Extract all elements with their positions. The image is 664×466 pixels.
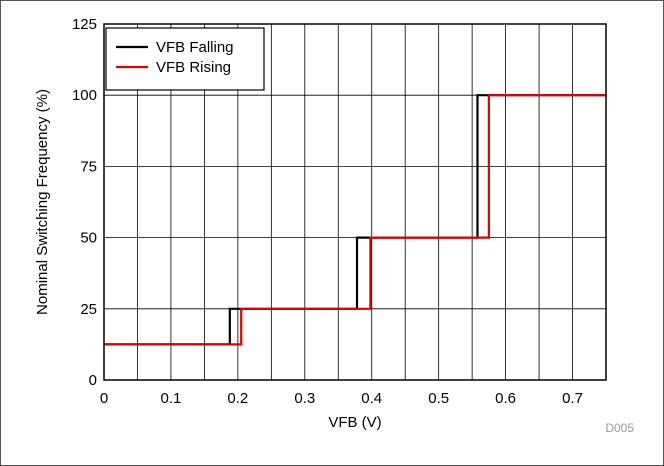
series-line-1 (104, 94, 606, 346)
y-tick-label: 0 (89, 372, 97, 389)
x-axis-title: VFB (V) (328, 414, 381, 431)
minor-gridlines (137, 24, 573, 380)
x-tick-labels: 0 0.1 0.2 0.3 0.4 0.5 0.6 0.7 (100, 390, 583, 407)
x-tick-label: 0.6 (495, 390, 516, 407)
y-tick-label: 25 (80, 301, 97, 318)
x-tick-label: 0.4 (361, 390, 382, 407)
y-axis-title: Nominal Switching Frequency (%) (34, 89, 51, 315)
y-tick-label: 100 (72, 87, 97, 104)
major-gridlines (104, 94, 606, 310)
legend: VFB Falling VFB Rising (105, 27, 265, 91)
y-tick-label: 125 (72, 16, 97, 33)
x-tick-label: 0 (100, 390, 108, 407)
legend-label: VFB Falling (156, 39, 234, 56)
x-tick-label: 0.3 (294, 390, 315, 407)
y-tick-label: 75 (80, 158, 97, 175)
x-tick-label: 0.1 (161, 390, 182, 407)
plot-border (103, 23, 607, 381)
y-tick-label: 50 (80, 230, 97, 247)
legend-box (105, 27, 265, 91)
x-tick-label: 0.2 (227, 390, 248, 407)
figure-id: D005 (605, 421, 634, 435)
legend-label: VFB Rising (156, 59, 231, 76)
x-tick-label: 0.5 (428, 390, 449, 407)
x-tick-label: 0.7 (562, 390, 583, 407)
y-tick-labels: 0 25 50 75 100 125 (72, 16, 97, 389)
series-layer (104, 94, 606, 346)
series-line-2 (104, 94, 606, 346)
